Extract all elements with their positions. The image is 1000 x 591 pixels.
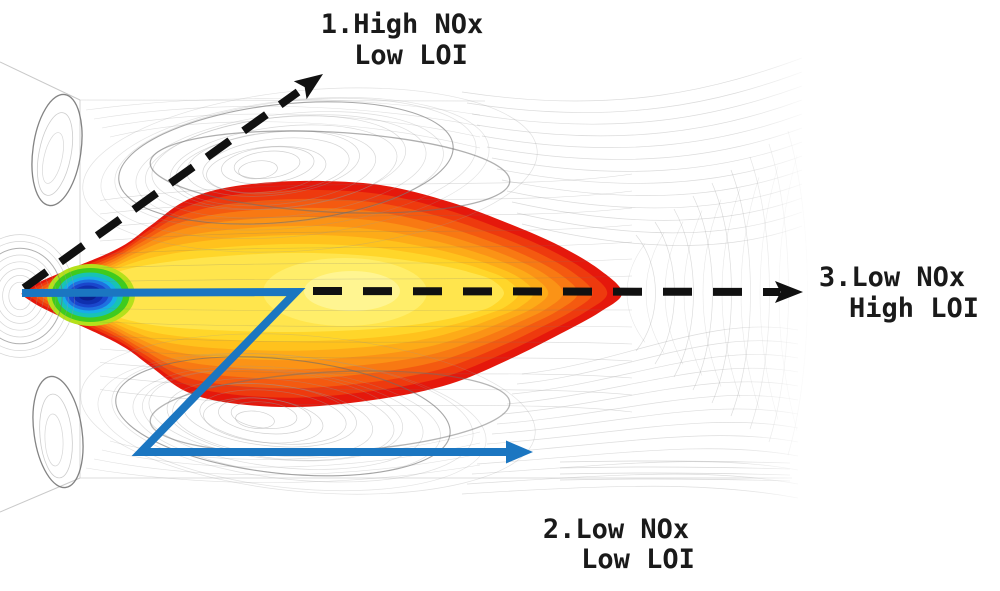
trajectory-arrows bbox=[21, 74, 803, 464]
label-2-line1: 2.Low NOx bbox=[543, 514, 689, 545]
label-1-line1: 1.High NOx bbox=[321, 9, 484, 40]
label-2-line2: Low LOI bbox=[581, 544, 695, 575]
trajectory-1-arrowhead-icon bbox=[293, 74, 323, 100]
label-3-line1: 3.Low NOx bbox=[819, 262, 965, 293]
annotation-labels: 1.High NOx Low LOI 3.Low NOx High LOI 2.… bbox=[321, 9, 979, 575]
trajectory-3-arrowhead-icon bbox=[775, 281, 803, 303]
label-1-line2: Low LOI bbox=[354, 40, 468, 71]
trajectory-1-dashed-arrow-line bbox=[21, 88, 301, 292]
trajectory-2-arrowhead-icon bbox=[506, 440, 533, 464]
trajectory-3-dashed-arrow-line bbox=[312, 287, 781, 296]
label-3-line2: High LOI bbox=[849, 293, 979, 324]
trajectory-2-solid-arrow-line bbox=[21, 287, 509, 456]
